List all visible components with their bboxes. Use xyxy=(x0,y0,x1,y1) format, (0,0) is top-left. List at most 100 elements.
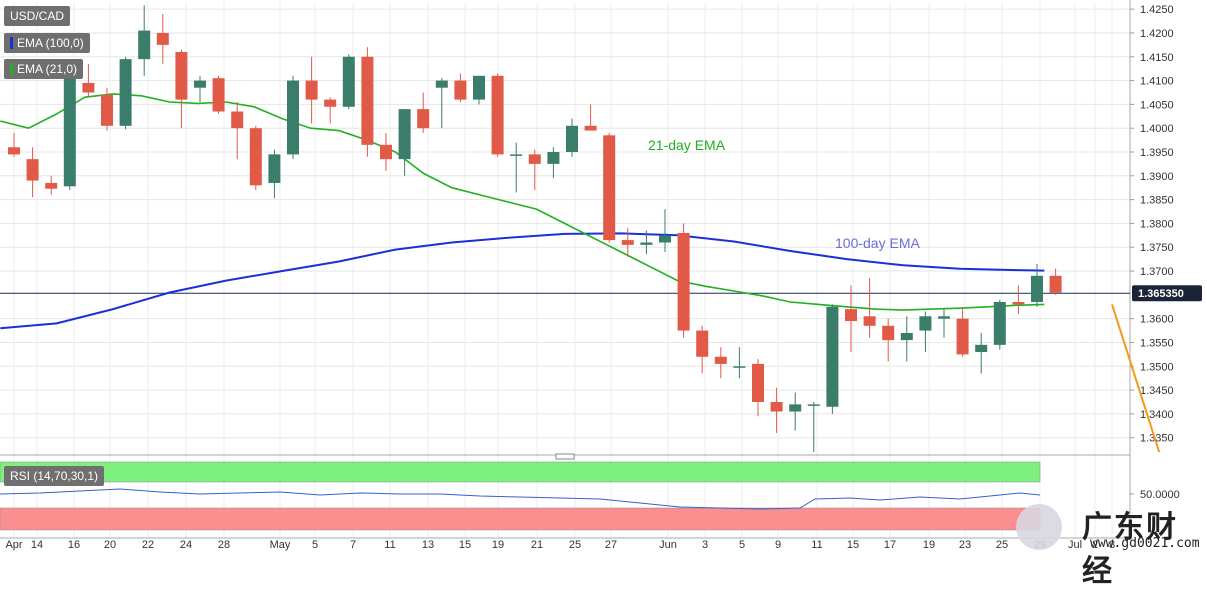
watermark-logo xyxy=(1016,504,1062,550)
candle xyxy=(677,223,690,338)
ema21-annotation: 21-day EMA xyxy=(648,137,726,153)
candle-body xyxy=(733,366,746,368)
x-tick-label: 11 xyxy=(384,539,395,551)
x-tick-label: 19 xyxy=(923,539,935,551)
x-tick-label: 14 xyxy=(31,539,43,551)
ema100-legend-label: EMA (100,0) xyxy=(17,36,84,50)
candle-body xyxy=(900,332,913,341)
candle xyxy=(417,92,430,133)
y-tick-label: 1.3350 xyxy=(1140,433,1174,445)
candle xyxy=(63,75,76,191)
candle-body xyxy=(603,135,616,241)
y-tick-label: 1.3800 xyxy=(1140,218,1174,230)
legend-ema100[interactable]: EMA (100,0) xyxy=(4,33,90,53)
x-tick-label: 5 xyxy=(312,539,318,551)
candle xyxy=(26,147,39,198)
candle xyxy=(603,132,616,243)
rsi-tick-label: 50.0000 xyxy=(1140,489,1180,501)
y-tick-label: 1.4250 xyxy=(1140,4,1174,16)
y-tick-label: 1.3450 xyxy=(1140,385,1174,397)
candle-body xyxy=(454,80,467,100)
candle-body xyxy=(714,356,727,364)
candle-body xyxy=(919,316,932,331)
candle xyxy=(547,147,560,179)
y-tick-label: 1.3850 xyxy=(1140,195,1174,207)
ema21-swatch xyxy=(10,63,13,75)
legend-symbol[interactable]: USD/CAD xyxy=(4,6,71,26)
candle xyxy=(361,47,374,157)
y-tick-label: 1.4200 xyxy=(1140,28,1174,40)
x-tick-label: 13 xyxy=(422,539,434,551)
candle xyxy=(975,332,988,374)
candle xyxy=(640,230,653,255)
candles xyxy=(8,5,1062,452)
x-tick-label: 24 xyxy=(180,539,192,551)
y-tick-label: 1.3600 xyxy=(1140,314,1174,326)
candle-body xyxy=(249,128,262,186)
candle-body xyxy=(287,80,299,155)
candle-body xyxy=(975,344,988,352)
candle xyxy=(882,318,895,362)
candle-body xyxy=(528,154,541,164)
candle-body xyxy=(417,109,430,129)
ema21-layer xyxy=(0,93,1045,311)
panel-resize-handle xyxy=(555,453,575,460)
candle xyxy=(398,109,411,176)
rsi-overbought-zone xyxy=(0,461,1041,483)
watermark-url: www.gd0021.com xyxy=(1090,536,1200,551)
candle-body xyxy=(380,144,392,160)
candle-body xyxy=(101,94,113,126)
candle xyxy=(900,316,913,362)
candle xyxy=(826,304,839,414)
candle-body xyxy=(882,325,895,341)
candle xyxy=(621,228,634,257)
candle-body xyxy=(194,80,206,88)
candle xyxy=(156,13,169,64)
y-tick-label: 1.3900 xyxy=(1140,171,1174,183)
candle xyxy=(789,392,802,431)
x-tick-label: 3 xyxy=(702,539,708,551)
candle-body xyxy=(677,232,690,331)
axes: 1.4250 1.4200 1.4150 1.4100 1.4050 1.4000 1.39… xyxy=(0,0,1202,551)
x-tick-label: 11 xyxy=(811,539,822,551)
candle xyxy=(845,285,857,352)
candle-body xyxy=(659,235,671,243)
candle-body xyxy=(1031,275,1043,302)
candle xyxy=(473,75,485,105)
legend-rsi[interactable]: RSI (14,70,30,1) xyxy=(4,466,105,486)
candle xyxy=(1031,263,1043,307)
ema21-legend-label: EMA (21,0) xyxy=(17,62,78,76)
legend-ema21[interactable]: EMA (21,0) xyxy=(4,59,84,79)
ema100-layer xyxy=(0,232,1045,330)
symbol-label: USD/CAD xyxy=(10,9,65,23)
candle-body xyxy=(845,309,857,322)
y-tick-label: 1.4000 xyxy=(1140,123,1174,135)
candle xyxy=(733,347,746,379)
x-tick-label: 20 xyxy=(104,539,116,551)
candle-body xyxy=(473,75,485,100)
candle xyxy=(435,78,448,129)
x-tick-label: 22 xyxy=(142,539,154,551)
candle-body xyxy=(305,80,318,100)
candle-body xyxy=(82,82,95,93)
candle xyxy=(510,142,523,193)
candle-body xyxy=(361,56,374,145)
candle xyxy=(528,149,541,191)
last-price-tag: 1.365350 xyxy=(1138,288,1184,300)
candle xyxy=(101,87,113,131)
candle-body xyxy=(956,318,969,355)
candle xyxy=(249,125,262,191)
candle xyxy=(584,104,597,131)
trendline-layer xyxy=(1111,304,1161,453)
candle-body xyxy=(491,75,504,155)
candle xyxy=(138,5,151,76)
candle-body xyxy=(752,363,764,402)
support-trendline xyxy=(1111,304,1161,453)
last-price-tag-bg xyxy=(1132,285,1202,302)
rsi-line xyxy=(0,488,1041,510)
chart-svg: 1.4250 1.4200 1.4150 1.4100 1.4050 1.4000 1.39… xyxy=(0,0,1202,551)
candle-body xyxy=(584,125,597,131)
candle xyxy=(770,387,783,433)
rsi-legend-label: RSI (14,70,30,1) xyxy=(10,469,99,483)
candle xyxy=(659,209,671,252)
